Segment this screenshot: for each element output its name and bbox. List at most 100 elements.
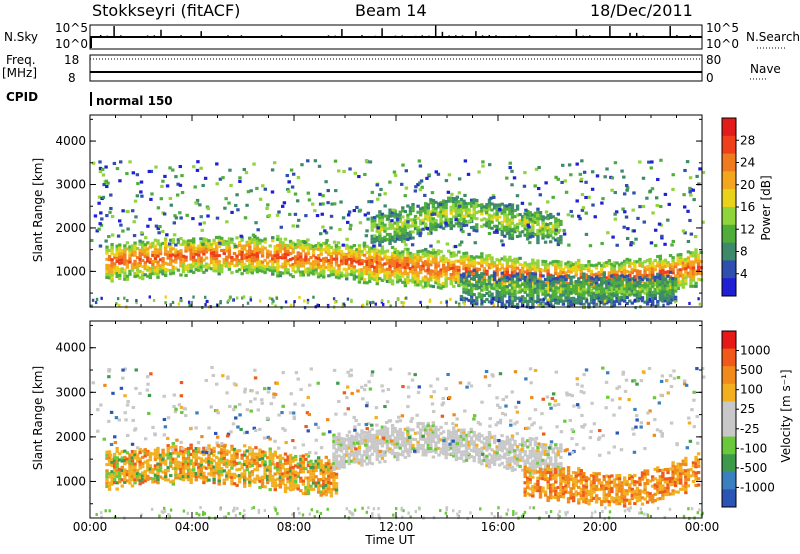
scatter-cell bbox=[615, 243, 619, 247]
echo-cell bbox=[118, 249, 122, 253]
echo-cell bbox=[332, 436, 336, 440]
echo-cell bbox=[663, 299, 668, 303]
echo-cell bbox=[416, 216, 420, 220]
echo-cell bbox=[396, 271, 400, 275]
echo-cell bbox=[174, 473, 178, 477]
echo-cell bbox=[141, 462, 145, 466]
echo-cell bbox=[508, 230, 512, 234]
echo-cell bbox=[324, 483, 328, 487]
echo-cell bbox=[146, 247, 150, 251]
echo-cell bbox=[278, 249, 283, 253]
echo-cell bbox=[161, 241, 165, 245]
echo-cell bbox=[135, 453, 140, 457]
echo-cell bbox=[337, 466, 341, 470]
echo-cell bbox=[222, 248, 226, 252]
echo-cell bbox=[505, 288, 510, 292]
echo-cell bbox=[510, 209, 515, 213]
echo-cell bbox=[263, 469, 267, 473]
echo-cell bbox=[342, 261, 346, 265]
echo-cell bbox=[329, 491, 334, 495]
echo-cell bbox=[299, 252, 303, 256]
echo-cell bbox=[513, 289, 517, 293]
echo-cell bbox=[607, 300, 612, 304]
echo-cell bbox=[393, 269, 397, 273]
echo-cell bbox=[163, 249, 168, 253]
echo-cell bbox=[189, 269, 193, 273]
scatter-cell bbox=[325, 238, 329, 242]
echo-cell bbox=[268, 447, 272, 451]
echo-cell bbox=[500, 301, 504, 306]
echo-cell bbox=[314, 465, 318, 469]
near-range-cell bbox=[177, 302, 181, 306]
scatter-cell bbox=[172, 233, 177, 237]
echo-cell bbox=[125, 274, 130, 278]
echo-cell bbox=[271, 456, 275, 460]
echo-cell bbox=[314, 484, 318, 488]
echo-cell bbox=[179, 249, 183, 253]
echo-cell bbox=[169, 452, 173, 456]
echo-cell bbox=[472, 198, 476, 202]
echo-cell bbox=[668, 282, 673, 287]
echo-cell bbox=[628, 264, 632, 268]
echo-cell bbox=[462, 261, 466, 265]
echo-cell bbox=[452, 260, 456, 264]
echo-cell bbox=[123, 268, 127, 272]
echo-cell bbox=[454, 213, 459, 217]
echo-cell bbox=[385, 214, 390, 218]
echo-cell bbox=[589, 272, 594, 276]
scatter-cell bbox=[218, 177, 223, 181]
echo-cell bbox=[304, 270, 308, 274]
echo-cell bbox=[153, 244, 158, 248]
scatter-cell bbox=[577, 214, 581, 218]
scatter-cell bbox=[106, 181, 110, 185]
echo-cell bbox=[209, 460, 214, 465]
echo-cell bbox=[620, 280, 624, 284]
echo-cell bbox=[475, 284, 479, 288]
echo-cell bbox=[449, 223, 453, 228]
scatter-cell bbox=[165, 233, 169, 237]
echo-cell bbox=[536, 291, 540, 295]
echo-cell bbox=[130, 468, 135, 472]
scatter-cell bbox=[689, 232, 694, 236]
echo-cell bbox=[401, 274, 405, 278]
echo-cell bbox=[357, 268, 362, 272]
echo-cell bbox=[350, 260, 354, 264]
echo-cell bbox=[337, 444, 341, 449]
echo-cell bbox=[472, 256, 476, 260]
echo-cell bbox=[472, 287, 476, 291]
echo-cell bbox=[600, 294, 604, 299]
echo-cell bbox=[528, 287, 532, 291]
echo-cell bbox=[398, 228, 402, 232]
echo-cell bbox=[559, 272, 563, 276]
echo-cell bbox=[510, 292, 515, 296]
echo-cell bbox=[314, 268, 318, 272]
echo-cell bbox=[661, 299, 665, 303]
echo-cell bbox=[482, 266, 487, 271]
scatter-cell bbox=[186, 243, 191, 247]
echo-cell bbox=[204, 466, 209, 470]
echo-cell bbox=[112, 452, 117, 457]
echo-cell bbox=[169, 474, 173, 478]
echo-cell bbox=[123, 477, 127, 481]
echo-cell bbox=[291, 244, 295, 248]
echo-cell bbox=[291, 268, 295, 273]
echo-cell bbox=[283, 461, 288, 465]
echo-cell bbox=[278, 466, 283, 470]
echo-cell bbox=[250, 460, 255, 464]
echo-cell bbox=[367, 270, 372, 274]
echo-cell bbox=[286, 477, 290, 481]
echo-cell bbox=[480, 212, 484, 216]
echo-cell bbox=[240, 244, 244, 248]
echo-cell bbox=[503, 285, 507, 289]
echo-cell bbox=[179, 255, 183, 259]
echo-cell bbox=[120, 270, 124, 274]
echo-cell bbox=[587, 287, 591, 291]
echo-cell bbox=[472, 268, 476, 272]
echo-cell bbox=[658, 254, 663, 258]
echo-cell bbox=[276, 265, 280, 269]
echo-cell bbox=[681, 258, 685, 262]
echo-cell bbox=[322, 473, 326, 477]
echo-cell bbox=[661, 290, 665, 294]
echo-cell bbox=[316, 244, 321, 248]
echo-cell bbox=[699, 260, 703, 264]
